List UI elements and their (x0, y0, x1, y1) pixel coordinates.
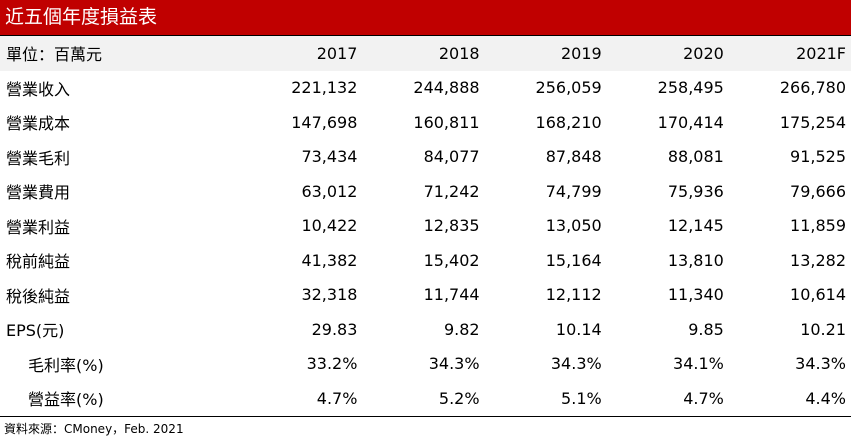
table-row: 營業毛利 73,434 84,077 87,848 88,081 91,525 (0, 140, 851, 175)
cell-value: 34.1% (673, 354, 724, 374)
cell-value: 73,434 (301, 147, 358, 167)
cell-value: 71,242 (423, 181, 480, 201)
table-header: 單位：百萬元 2017 2018 2019 2020 2021F (0, 35, 851, 71)
year-header: 2021F (728, 35, 851, 71)
cell-value: 13,810 (667, 250, 724, 270)
cell-value: 160,811 (413, 112, 480, 132)
cell-value: 9.82 (443, 319, 480, 339)
table-row: 營業利益 10,422 12,835 13,050 12,145 11,859 (0, 209, 851, 244)
cell-value: 29.83 (311, 319, 358, 339)
cell-value: 11,859 (790, 216, 846, 236)
source-note: 資料來源：CMoney，Feb. 2021 (4, 422, 184, 436)
cell-value: 34.3% (428, 354, 480, 374)
cell-value: 221,132 (291, 78, 358, 98)
cell-value: 9.85 (688, 319, 724, 339)
cell-value: 11,340 (667, 285, 724, 305)
row-label: 營業利益 (6, 217, 71, 237)
year-header: 2020 (606, 35, 729, 71)
cell-value: 266,780 (779, 78, 846, 98)
cell-value: 13,050 (545, 216, 602, 236)
cell-value: 12,835 (423, 216, 480, 236)
cell-value: 10,614 (790, 285, 846, 305)
row-label: EPS(元) (6, 321, 65, 341)
cell-value: 41,382 (301, 250, 358, 270)
table-row: 營業成本 147,698 160,811 168,210 170,414 175… (0, 105, 851, 140)
row-label: 營業收入 (6, 79, 71, 99)
cell-value: 12,112 (545, 285, 602, 305)
cell-value: 84,077 (423, 147, 480, 167)
cell-value: 147,698 (291, 112, 358, 132)
table-row: 營益率(%) 4.7% 5.2% 5.1% 4.7% 4.4% (0, 381, 851, 417)
table-row: 營業費用 63,012 71,242 74,799 75,936 79,666 (0, 174, 851, 209)
table-row: 營業收入 221,132 244,888 256,059 258,495 266… (0, 71, 851, 106)
cell-value: 170,414 (657, 112, 724, 132)
table-row: 稅前純益 41,382 15,402 15,164 13,810 13,282 (0, 243, 851, 278)
income-statement-table: 單位：百萬元 2017 2018 2019 2020 2021F 營業收入 22… (0, 35, 851, 417)
cell-value: 87,848 (545, 147, 602, 167)
year-header: 2019 (484, 35, 607, 71)
year-header: 2017 (240, 35, 363, 71)
row-label: 稅前純益 (6, 252, 71, 272)
cell-value: 175,254 (779, 112, 846, 132)
cell-value: 34.3% (795, 354, 846, 374)
table-row: 毛利率(%) 33.2% 34.3% 34.3% 34.1% 34.3% (0, 347, 851, 382)
cell-value: 4.4% (728, 381, 851, 417)
cell-value: 10.21 (800, 319, 846, 339)
unit-label: 單位：百萬元 (0, 35, 241, 71)
cell-value: 34.3% (550, 354, 602, 374)
cell-value: 168,210 (535, 112, 602, 132)
cell-value: 32,318 (301, 285, 358, 305)
cell-value: 11,744 (423, 285, 480, 305)
year-header: 2018 (362, 35, 485, 71)
row-label: 營業費用 (6, 183, 71, 203)
cell-value: 10.14 (555, 319, 602, 339)
cell-value: 5.2% (362, 381, 485, 417)
cell-value: 33.2% (306, 354, 358, 374)
cell-value: 74,799 (545, 181, 602, 201)
cell-value: 258,495 (657, 78, 724, 98)
cell-value: 10,422 (301, 216, 358, 236)
cell-value: 63,012 (301, 181, 358, 201)
cell-value: 79,666 (790, 181, 846, 201)
table-body: 營業收入 221,132 244,888 256,059 258,495 266… (0, 71, 851, 417)
cell-value: 5.1% (484, 381, 607, 417)
cell-value: 15,164 (545, 250, 602, 270)
cell-value: 4.7% (606, 381, 729, 417)
cell-value: 4.7% (240, 381, 363, 417)
cell-value: 88,081 (667, 147, 724, 167)
table-title: 近五個年度損益表 (0, 0, 851, 35)
cell-value: 256,059 (535, 78, 602, 98)
row-label: 營益率(%) (0, 381, 241, 417)
cell-value: 244,888 (413, 78, 480, 98)
table-row: EPS(元) 29.83 9.82 10.14 9.85 10.21 (0, 312, 851, 347)
header-row: 單位：百萬元 2017 2018 2019 2020 2021F (0, 35, 851, 71)
cell-value: 12,145 (667, 216, 724, 236)
cell-value: 91,525 (790, 147, 846, 167)
row-label: 毛利率(%) (28, 355, 104, 375)
cell-value: 15,402 (423, 250, 480, 270)
cell-value: 13,282 (790, 250, 846, 270)
row-label: 稅後純益 (6, 286, 71, 306)
table-row: 稅後純益 32,318 11,744 12,112 11,340 10,614 (0, 278, 851, 313)
row-label: 營業毛利 (6, 148, 71, 168)
cell-value: 75,936 (667, 181, 724, 201)
row-label: 營業成本 (6, 114, 71, 134)
